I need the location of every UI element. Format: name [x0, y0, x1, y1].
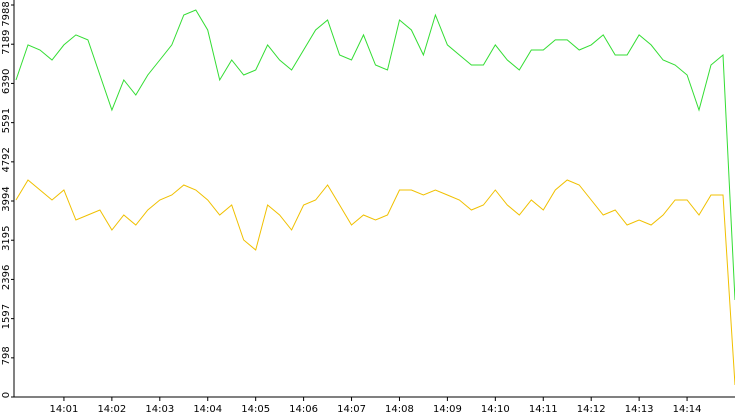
- y-tick-label: 1597: [1, 304, 12, 329]
- x-tick-label: 14:05: [241, 404, 270, 415]
- y-tick-label: 7988: [1, 1, 12, 26]
- y-tick-label: 4792: [1, 147, 12, 172]
- x-tick-label: 14:03: [145, 404, 174, 415]
- y-tick-label: 7189: [1, 29, 12, 54]
- y-tick-label: 798: [1, 346, 12, 365]
- y-tick-label: 3994: [1, 186, 12, 211]
- x-tick-label: 14:02: [97, 404, 126, 415]
- y-tick-label: 3195: [1, 225, 12, 250]
- y-tick-label: 0: [1, 392, 12, 398]
- x-tick-label: 14:14: [673, 404, 702, 415]
- y-tick-label: 6390: [1, 69, 12, 94]
- line: [15, 179, 735, 386]
- x-tick-label: 14:07: [337, 404, 366, 415]
- x-tick-label: 14:09: [433, 404, 462, 415]
- y-tick-label: 2396: [1, 265, 12, 290]
- y-tick-label: 5591: [1, 108, 12, 133]
- x-tick-label: 14:06: [289, 404, 318, 415]
- x-tick-label: 14:11: [529, 404, 558, 415]
- x-tick-label: 14:12: [577, 404, 606, 415]
- x-tick-label: 14:10: [481, 404, 510, 415]
- x-tick-label: 14:01: [50, 404, 79, 415]
- x-tick-label: 14:13: [625, 404, 654, 415]
- x-tick-label: 14:08: [385, 404, 414, 415]
- x-tick-label: 14:04: [193, 404, 222, 415]
- line: [15, 9, 735, 301]
